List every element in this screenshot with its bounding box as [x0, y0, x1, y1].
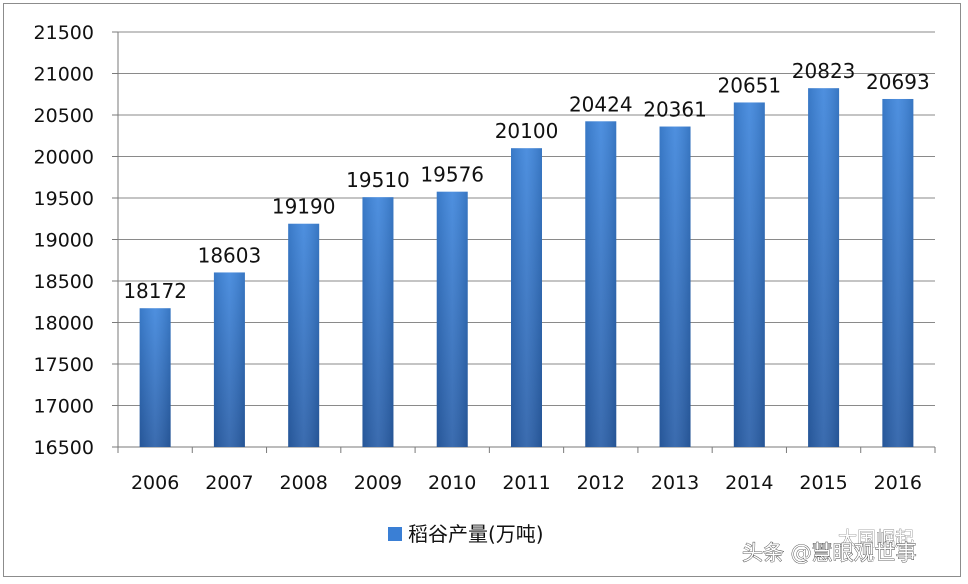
- x-tick-label: 2010: [428, 472, 476, 494]
- data-label: 20693: [866, 70, 930, 94]
- bars: [139, 88, 914, 448]
- y-tick-label: 19500: [34, 188, 94, 210]
- y-tick-label: 16500: [34, 437, 94, 459]
- data-label: 19510: [346, 168, 410, 192]
- legend: 稻谷产量(万吨): [388, 522, 544, 546]
- y-tick-label: 21500: [34, 22, 94, 44]
- y-tick-label: 21000: [34, 64, 94, 86]
- x-tick-label: 2013: [651, 472, 699, 494]
- x-tick-labels: 2006 2007 2008 2009 2010 2011 2012 2013 2014 2015…: [131, 472, 922, 494]
- y-tick-label: 18500: [34, 271, 94, 293]
- legend-label: 稻谷产量(万吨): [408, 522, 544, 546]
- data-label: 18172: [123, 279, 187, 303]
- data-labels: 18172 18603 19190 19510 19576 20100 20424 20361…: [123, 59, 929, 303]
- bar-shade: [733, 102, 765, 447]
- data-label: 19190: [272, 195, 336, 219]
- y-tick-label: 17000: [34, 396, 94, 418]
- data-label: 18603: [198, 243, 262, 267]
- bar-shade: [659, 126, 691, 448]
- y-tick-label: 19000: [34, 230, 94, 252]
- bar-shade: [585, 121, 617, 448]
- data-label: 20100: [495, 119, 559, 143]
- bar-shade: [288, 223, 320, 447]
- x-tick-label: 2015: [799, 472, 847, 494]
- watermark-text: 头条 @慧眼观世事: [742, 541, 917, 565]
- bar-shade: [436, 191, 468, 447]
- x-tick-label: 2012: [577, 472, 625, 494]
- y-tick-label: 20000: [34, 147, 94, 169]
- x-tick-label: 2014: [725, 472, 773, 494]
- chart-frame: [3, 3, 961, 577]
- x-tick-label: 2007: [205, 472, 253, 494]
- y-tick-labels: 16500 17000 17500 18000 18500 19000 19500 20000…: [34, 22, 94, 459]
- watermark: 大国崛起 头条 @慧眼观世事: [742, 528, 917, 566]
- data-label: 20424: [569, 92, 633, 116]
- bar-shade: [213, 272, 245, 447]
- bar-shade: [882, 98, 914, 447]
- x-tick-label: 2006: [131, 472, 179, 494]
- x-tick-label: 2009: [354, 472, 402, 494]
- x-tick-label: 2008: [280, 472, 328, 494]
- y-tick-label: 17500: [34, 354, 94, 376]
- bar-shade: [808, 88, 840, 447]
- x-tick-label: 2016: [874, 472, 922, 494]
- y-tick-label: 20500: [34, 105, 94, 127]
- watermark-title: 大国崛起: [838, 528, 914, 550]
- legend-swatch: [388, 527, 402, 541]
- bar-shade: [139, 308, 171, 447]
- bar-shade: [362, 197, 394, 447]
- data-label: 19576: [420, 163, 484, 187]
- y-tick-label: 18000: [34, 313, 94, 335]
- data-label: 20823: [792, 59, 856, 83]
- data-label: 20361: [643, 98, 707, 122]
- x-tick-label: 2011: [502, 472, 550, 494]
- data-label: 20651: [718, 73, 782, 97]
- bar-shade: [511, 148, 542, 447]
